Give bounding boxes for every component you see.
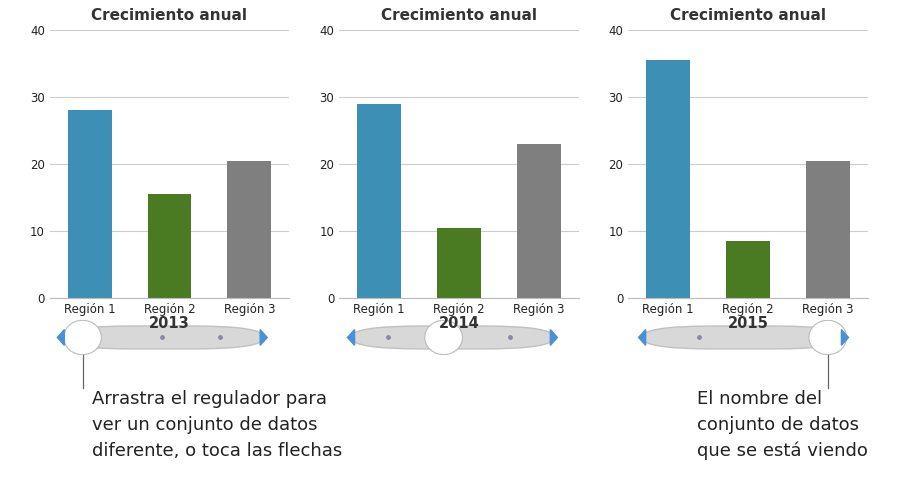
Polygon shape bbox=[260, 330, 267, 345]
Polygon shape bbox=[347, 330, 354, 345]
Ellipse shape bbox=[424, 320, 462, 355]
Text: 2013: 2013 bbox=[149, 316, 190, 331]
FancyBboxPatch shape bbox=[641, 326, 844, 349]
Text: 2015: 2015 bbox=[727, 316, 768, 331]
Polygon shape bbox=[841, 330, 848, 345]
Bar bbox=[228, 161, 271, 298]
Polygon shape bbox=[550, 330, 557, 345]
Text: 2014: 2014 bbox=[438, 316, 479, 331]
FancyBboxPatch shape bbox=[350, 326, 554, 349]
Bar bbox=[147, 194, 191, 298]
Title: Crecimiento anual: Crecimiento anual bbox=[669, 8, 825, 23]
Bar bbox=[725, 241, 769, 298]
Polygon shape bbox=[638, 330, 645, 345]
Text: El nombre del
conjunto de datos
que se está viendo: El nombre del conjunto de datos que se e… bbox=[696, 390, 867, 460]
Ellipse shape bbox=[808, 320, 845, 355]
Bar bbox=[805, 161, 849, 298]
Text: Arrastra el regulador para
ver un conjunto de datos
diferente, o toca las flecha: Arrastra el regulador para ver un conjun… bbox=[91, 390, 341, 460]
Polygon shape bbox=[57, 330, 64, 345]
Title: Crecimiento anual: Crecimiento anual bbox=[380, 8, 536, 23]
FancyBboxPatch shape bbox=[61, 326, 264, 349]
Bar bbox=[68, 110, 111, 298]
Bar bbox=[517, 144, 560, 298]
Title: Crecimiento anual: Crecimiento anual bbox=[91, 8, 247, 23]
Ellipse shape bbox=[63, 320, 101, 355]
Bar bbox=[646, 60, 689, 298]
Bar bbox=[436, 228, 480, 298]
Bar bbox=[357, 103, 400, 298]
